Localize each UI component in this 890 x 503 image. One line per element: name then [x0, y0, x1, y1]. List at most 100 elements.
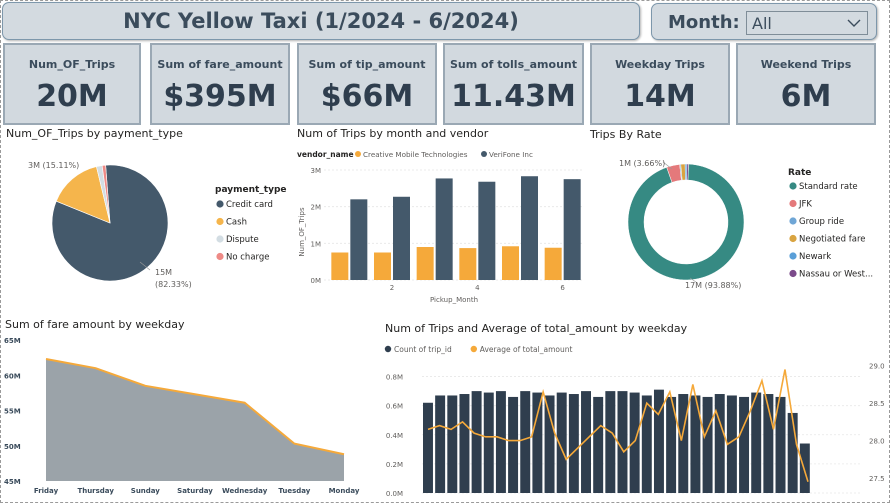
count-bar[interactable] — [714, 394, 725, 493]
y-tick-label-left: 0.2M — [386, 461, 403, 469]
pie-label-credit-value: 15M — [155, 268, 172, 277]
count-bar[interactable] — [666, 396, 677, 493]
pie-slice-no-charge[interactable] — [101, 164, 111, 224]
bar-creative[interactable] — [459, 248, 477, 280]
y-tick-label: 65M — [4, 337, 21, 345]
legend-item-label: Negotiated fare — [799, 235, 866, 245]
legend-marker — [355, 151, 361, 157]
month-vendor-bar-chart: vendor_name Creative Mobile Technologies… — [297, 150, 584, 304]
legend-item-label: Count of trip_id — [394, 345, 452, 354]
count-bar[interactable] — [459, 394, 470, 493]
kpi-label: Weekend Trips — [760, 58, 852, 71]
kpi-card-num-trips: Num_OF_Trips 20M — [3, 43, 141, 125]
pie-slice-cash[interactable] — [55, 166, 111, 224]
legend-marker — [481, 151, 487, 157]
count-bar[interactable] — [653, 389, 664, 493]
kpi-value: 20M — [36, 79, 108, 114]
donut-label-jfk: 1M (3.66%) — [619, 159, 665, 168]
legend-item-label: Newark — [799, 252, 831, 262]
chart-title-rate: Trips By Rate — [590, 128, 662, 141]
count-bar[interactable] — [532, 392, 543, 493]
count-bar[interactable] — [763, 394, 774, 493]
x-tick-label: Wednesday — [222, 487, 268, 495]
y-tick-label: 60M — [4, 372, 21, 380]
count-bar[interactable] — [544, 395, 555, 493]
bar-verifone[interactable] — [393, 196, 410, 280]
bar-verifone[interactable] — [521, 176, 538, 280]
y-axis-label: Num_OF_Trips — [298, 207, 306, 257]
legend-marker — [216, 252, 224, 261]
donut-slice-standard-rate[interactable] — [627, 163, 745, 281]
count-bar[interactable] — [471, 391, 482, 493]
month-dropdown[interactable]: All — [746, 11, 868, 35]
legend-item-label: Average of total_amount — [480, 345, 573, 354]
count-bar[interactable] — [435, 395, 446, 493]
count-bar[interactable] — [495, 391, 506, 493]
legend-item-label: Creative Mobile Technologies — [363, 150, 468, 159]
bar-creative[interactable] — [502, 246, 519, 280]
bar-creative[interactable] — [544, 247, 562, 280]
count-bar[interactable] — [726, 395, 737, 493]
legend-item-label: Cash — [226, 218, 247, 228]
x-tick-label: Monday — [329, 487, 360, 495]
y-tick-label-right: 28.5 — [869, 400, 885, 408]
legend-item-label: No charge — [226, 253, 270, 263]
count-bar[interactable] — [520, 391, 531, 493]
count-bar[interactable] — [751, 392, 762, 493]
count-bar[interactable] — [678, 394, 689, 493]
legend-marker — [789, 234, 797, 243]
pie-label-credit-pct: (82.33%) — [155, 280, 192, 289]
bar-verifone[interactable] — [563, 179, 581, 280]
bar-verifone[interactable] — [350, 199, 368, 280]
count-bar[interactable] — [568, 394, 579, 493]
leader-line — [689, 277, 697, 283]
legend-marker — [789, 269, 797, 278]
donut-label-standard: 17M (93.88%) — [685, 281, 741, 290]
bar-creative[interactable] — [416, 247, 434, 280]
count-bar[interactable] — [556, 392, 567, 493]
legend-item-label: Credit card — [226, 200, 273, 210]
x-tick-label: Friday — [34, 487, 59, 495]
average-amount-line — [427, 369, 809, 483]
count-bar[interactable] — [641, 395, 652, 493]
y-tick-label: 50M — [4, 443, 21, 451]
pie-label-cash: 3M (15.11%) — [28, 161, 79, 170]
legend-item-label: JFK — [798, 200, 812, 210]
legend-item-label: Dispute — [226, 235, 259, 245]
count-bar[interactable] — [617, 391, 628, 493]
donut-slice-nassau-or-west-[interactable] — [686, 163, 689, 181]
legend-title-payment: payment_type — [215, 185, 287, 195]
bar-creative[interactable] — [331, 252, 349, 281]
count-bar[interactable] — [483, 392, 494, 493]
count-bar[interactable] — [690, 395, 701, 493]
count-bar[interactable] — [787, 412, 798, 493]
count-bar[interactable] — [593, 396, 604, 493]
chart-title-payment: Num_OF_Trips by payment_type — [6, 127, 183, 140]
payment-type-pie-chart: 3M (15.11%) 15M (82.33%) payment_type Cr… — [28, 161, 287, 289]
area-line — [45, 358, 345, 456]
count-bar[interactable] — [702, 396, 713, 493]
count-bar[interactable] — [508, 396, 519, 493]
count-bar[interactable] — [605, 391, 616, 493]
count-bar[interactable] — [629, 392, 640, 493]
legend-marker — [789, 217, 797, 225]
kpi-card-tolls: Sum of tolls_amount 11.43M — [443, 43, 584, 125]
legend-marker — [216, 200, 224, 208]
count-bar[interactable] — [775, 396, 786, 493]
y-tick-label-right: 27.5 — [869, 475, 885, 483]
bar-verifone[interactable] — [478, 181, 496, 280]
leader-line — [662, 161, 673, 170]
trips-and-amount-combo-chart: Count of trip_id Average of total_amount … — [384, 345, 885, 498]
chevron-down-icon — [847, 19, 861, 27]
count-bar[interactable] — [799, 443, 810, 493]
count-bar[interactable] — [423, 402, 433, 493]
count-bar[interactable] — [447, 395, 458, 493]
count-bar[interactable] — [739, 396, 750, 493]
count-bar[interactable] — [581, 391, 591, 493]
bar-creative[interactable] — [374, 252, 391, 281]
x-tick-label: Thursday — [77, 487, 114, 495]
legend-item-label: Standard rate — [799, 182, 858, 192]
legend-marker — [789, 252, 797, 260]
bar-verifone[interactable] — [435, 178, 453, 280]
legend-title-vendor: vendor_name — [297, 150, 354, 159]
